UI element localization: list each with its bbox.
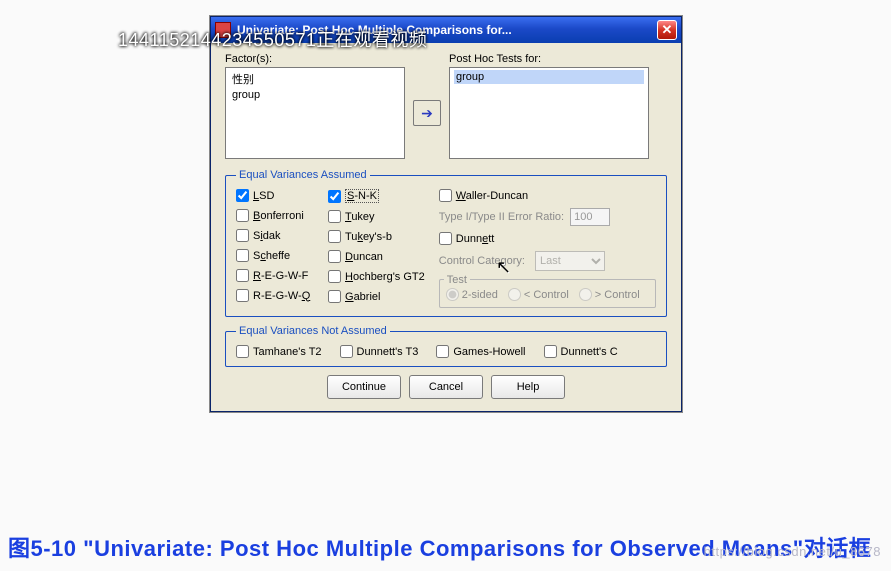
lsd-label: LSD: [253, 190, 274, 202]
tukeyb-checkbox[interactable]: [328, 230, 341, 243]
regwq-checkbox[interactable]: [236, 289, 249, 302]
posthoc-listbox[interactable]: group: [449, 67, 649, 159]
sidak-label: Sidak: [253, 230, 281, 242]
regwf-label: R-E-G-W-F: [253, 270, 308, 282]
cancel-button[interactable]: Cancel: [409, 375, 483, 399]
gabriel-label: Gabriel: [345, 291, 380, 303]
duncan-checkbox[interactable]: [328, 250, 341, 263]
waller-label: Waller-Duncan: [456, 190, 528, 202]
video-overlay-text: 1441152144234550571正在观看视频: [118, 26, 427, 52]
lsd-checkbox[interactable]: [236, 189, 249, 202]
equal-variances-assumed-group: Equal Variances Assumed LSD Bonferroni S…: [225, 169, 667, 317]
dunnett-t3-checkbox[interactable]: [340, 345, 353, 358]
gt-control-radio: [579, 288, 592, 301]
dialog-body: Factor(s): 性别 group ➔ Post Hoc Tests for…: [211, 43, 681, 411]
control-category-select: Last: [535, 251, 605, 271]
tukeyb-label: Tukey's-b: [345, 231, 392, 243]
duncan-label: Duncan: [345, 251, 383, 263]
equal-variances-not-assumed-group: Equal Variances Not Assumed Tamhane's T2…: [225, 325, 667, 367]
dunnett-checkbox[interactable]: [439, 232, 452, 245]
regwf-checkbox[interactable]: [236, 269, 249, 282]
dunnett-t3-label: Dunnett's T3: [357, 346, 419, 358]
list-item[interactable]: group: [230, 88, 400, 102]
help-button[interactable]: Help: [491, 375, 565, 399]
regwq-label: R-E-G-W-Q: [253, 290, 310, 302]
list-item[interactable]: 性别: [230, 70, 400, 88]
dunnett-label: Dunnett: [456, 233, 495, 245]
eq-assumed-legend: Equal Variances Assumed: [236, 169, 370, 181]
continue-button[interactable]: Continue: [327, 375, 401, 399]
checkbox-column-1: LSD Bonferroni Sidak Scheffe R-E-G-W-F R…: [236, 189, 318, 308]
eq-not-legend: Equal Variances Not Assumed: [236, 325, 390, 337]
waller-checkbox[interactable]: [439, 189, 452, 202]
tukey-label: Tukey: [345, 211, 375, 223]
posthoc-label: Post Hoc Tests for:: [449, 53, 649, 65]
snk-label: S-N-K: [345, 189, 379, 203]
gt-control-label: > Control: [595, 289, 640, 301]
tamhane-label: Tamhane's T2: [253, 346, 322, 358]
lt-control-label: < Control: [524, 289, 569, 301]
snk-checkbox[interactable]: [328, 190, 341, 203]
ratio-input: [570, 208, 610, 226]
hochberg-label: Hochberg's GT2: [345, 271, 425, 283]
test-group: Test 2-sided < Control > Control: [439, 279, 656, 308]
move-right-button[interactable]: ➔: [413, 100, 441, 126]
ratio-label: Type I/Type II Error Ratio:: [439, 211, 564, 223]
scheffe-label: Scheffe: [253, 250, 290, 262]
control-category-label: Control Category:: [439, 255, 525, 267]
gabriel-checkbox[interactable]: [328, 290, 341, 303]
sidak-checkbox[interactable]: [236, 229, 249, 242]
factors-label: Factor(s):: [225, 53, 405, 65]
tamhane-checkbox[interactable]: [236, 345, 249, 358]
two-sided-radio: [446, 288, 459, 301]
two-sided-label: 2-sided: [462, 289, 498, 301]
posthoc-dialog: Univariate: Post Hoc Multiple Comparison…: [210, 16, 682, 412]
games-howell-label: Games-Howell: [453, 346, 525, 358]
arrow-right-icon: ➔: [421, 105, 433, 122]
lt-control-radio: [508, 288, 521, 301]
games-howell-checkbox[interactable]: [436, 345, 449, 358]
hochberg-checkbox[interactable]: [328, 270, 341, 283]
close-button[interactable]: ✕: [657, 20, 677, 40]
checkbox-column-2: S-N-K Tukey Tukey's-b Duncan Hochberg's …: [328, 189, 425, 308]
list-item[interactable]: group: [454, 70, 644, 84]
dunnett-c-label: Dunnett's C: [561, 346, 618, 358]
scheffe-checkbox[interactable]: [236, 249, 249, 262]
dunnett-c-checkbox[interactable]: [544, 345, 557, 358]
watermark-text: https://blog.csdn.net/u_8678: [704, 544, 881, 559]
bonferroni-label: Bonferroni: [253, 210, 304, 222]
test-legend: Test: [444, 274, 470, 286]
factors-listbox[interactable]: 性别 group: [225, 67, 405, 159]
tukey-checkbox[interactable]: [328, 210, 341, 223]
bonferroni-checkbox[interactable]: [236, 209, 249, 222]
close-icon: ✕: [662, 22, 673, 38]
